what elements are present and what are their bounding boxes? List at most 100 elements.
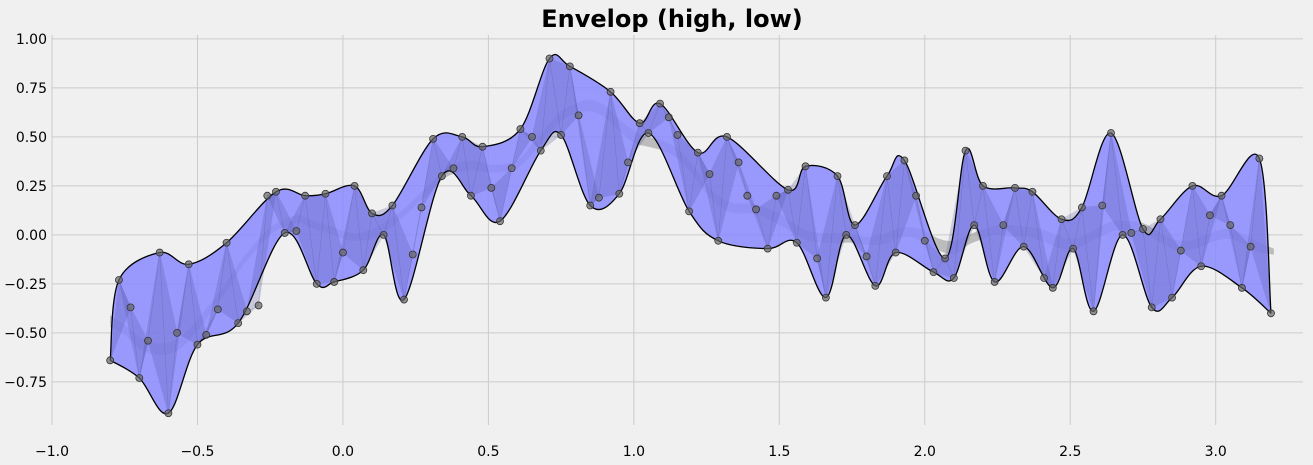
data-point [1107, 129, 1115, 137]
triangle [412, 138, 434, 255]
data-point [545, 54, 554, 63]
y-tick-label: −0.75 [4, 375, 47, 391]
triangle [1250, 158, 1272, 314]
data-point [871, 281, 880, 290]
y-tick-label: −0.50 [4, 326, 47, 342]
triangle [118, 279, 140, 379]
data-point [586, 201, 595, 210]
data-point [379, 230, 388, 239]
x-tick-label: −1.0 [35, 444, 69, 460]
triangle [325, 193, 344, 283]
triangle [1023, 191, 1045, 279]
triangle [796, 166, 818, 260]
data-point [821, 293, 830, 302]
triangle [1072, 207, 1094, 312]
data-point [368, 209, 376, 218]
triangle [490, 167, 513, 222]
data-point [1048, 283, 1057, 292]
data-point [243, 307, 251, 316]
data-point [1238, 283, 1246, 292]
data-point [388, 201, 397, 210]
triangle [610, 91, 629, 194]
data-point [1028, 187, 1037, 196]
triangle [217, 242, 239, 324]
data-point [714, 236, 723, 245]
triangle [392, 205, 414, 300]
triangle [787, 165, 806, 243]
data-point [734, 158, 743, 167]
triangle [1014, 187, 1033, 247]
triangle [499, 129, 521, 222]
triangle [1151, 219, 1173, 308]
x-tick-label: 1.5 [768, 444, 790, 460]
triangle [333, 185, 355, 283]
triangle [953, 150, 975, 279]
data-point [339, 248, 347, 257]
data-point [615, 189, 624, 198]
data-point [862, 252, 871, 261]
data-point [408, 250, 417, 259]
y-tick-label: 0.50 [16, 130, 47, 146]
data-point [496, 217, 504, 226]
triangle [1200, 195, 1222, 267]
data-point [912, 191, 920, 200]
triangle [540, 58, 562, 152]
data-point [507, 164, 516, 173]
data-point [1089, 307, 1098, 316]
data-point [1118, 230, 1127, 239]
triangle [432, 138, 454, 177]
data-point [272, 187, 280, 196]
triangle [1229, 224, 1251, 288]
data-point [1127, 229, 1136, 237]
y-tick-label: 0.00 [16, 228, 47, 244]
data-point [784, 185, 792, 194]
data-point [1267, 309, 1275, 318]
x-tick-label: −0.5 [180, 444, 214, 460]
data-point [280, 229, 289, 237]
data-point [467, 191, 475, 200]
data-point [557, 131, 566, 139]
triangle [205, 242, 227, 335]
triangle [159, 252, 178, 414]
data-point [202, 330, 211, 339]
triangle [965, 150, 984, 226]
data-point [792, 238, 801, 247]
triangle [1209, 194, 1231, 226]
triangle [109, 278, 131, 361]
triangle [511, 128, 533, 169]
triangle [886, 159, 905, 253]
data-point [673, 131, 682, 139]
data-point [801, 162, 810, 171]
data-point [1206, 211, 1214, 220]
data-point [1098, 201, 1107, 210]
data-point [595, 193, 603, 202]
data-point [1176, 246, 1185, 255]
data-point [606, 87, 615, 96]
data-point [743, 191, 752, 200]
triangle [1160, 219, 1182, 298]
triangle [138, 252, 160, 379]
data-point [752, 205, 760, 214]
triangle [342, 185, 364, 271]
envelope-fill [110, 54, 1271, 414]
data-point [173, 328, 182, 337]
data-point [1057, 215, 1066, 224]
data-point [234, 319, 243, 327]
data-point [1077, 203, 1086, 212]
data-point [635, 119, 644, 128]
data-point [487, 183, 496, 192]
data-points [106, 54, 1275, 418]
triangle [755, 195, 777, 249]
triangle [531, 58, 550, 152]
triangle [668, 117, 690, 212]
data-point [437, 172, 446, 181]
y-axis-ticks: −0.75 −0.50 −0.25 0.00 0.25 0.50 0.75 1.00 [4, 32, 47, 391]
data-point [970, 221, 979, 230]
triangle [688, 151, 710, 212]
triangle [383, 205, 405, 300]
triangle [176, 264, 198, 346]
triangle [994, 187, 1016, 282]
lower-envelope-line [109, 130, 1272, 415]
x-tick-label: 1.0 [623, 444, 645, 460]
data-point [106, 356, 115, 365]
